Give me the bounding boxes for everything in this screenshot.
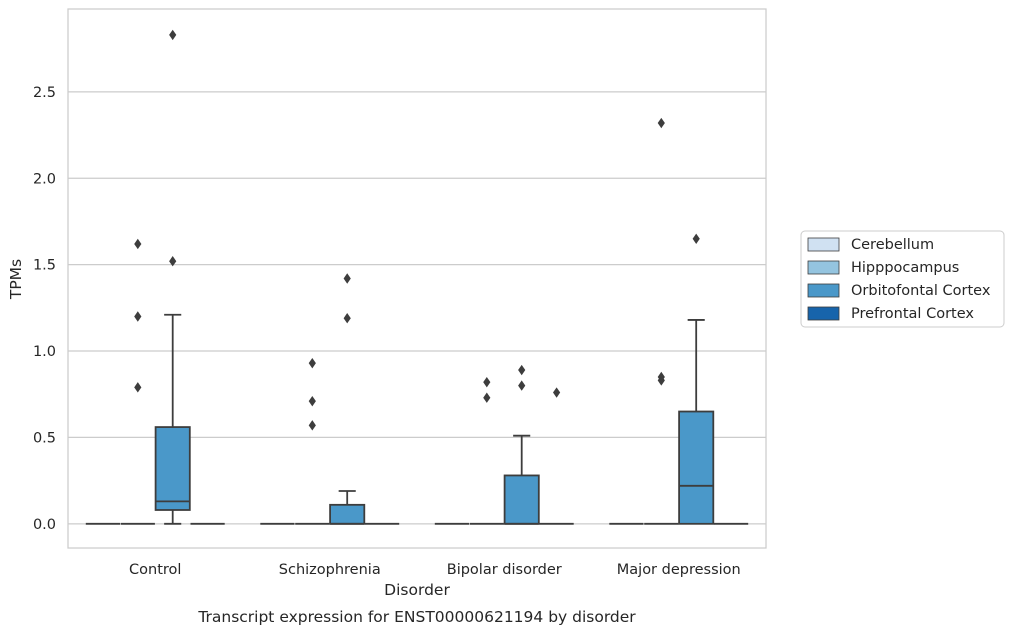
outlier-point [134,238,142,250]
outlier-point [343,313,351,324]
legend-label: Cerebellum [851,237,934,253]
legend-label: Orbitofontal Cortex [851,283,991,299]
box-series [85,29,749,525]
outlier-point [308,395,316,407]
box-group [469,376,504,525]
legend-swatch [807,260,840,275]
outlier-point [169,256,177,267]
box-group [295,357,330,525]
legend-frame [800,230,1005,328]
box-body [678,410,715,525]
outlier-point [308,357,316,369]
y-tick-label: 0.5 [33,430,56,446]
legend-swatch [807,306,840,321]
x-tick-label: Major depression [617,562,741,578]
box-group [154,29,191,525]
y-tick-label: 2.5 [33,85,56,101]
outlier-point [169,29,177,41]
outlier-point [134,382,142,393]
x-tick-label: Bipolar disorder [447,562,562,578]
y-tick-label: 0.0 [33,517,56,533]
outlier-point [483,376,491,388]
y-axis-title: TPMs [7,259,25,300]
legend-label: Prefrontal Cortex [851,306,974,322]
x-axis-title: Disorder [384,581,450,599]
outlier-point [134,311,142,322]
axis-ticks: 0.0 0.5 1.0 1.5 2.0 2.5 Control Schizophrenia Bi… [33,85,741,578]
box-group [329,273,366,525]
y-tick-label: 2.0 [33,171,56,187]
outlier-point [518,380,526,391]
chart-caption: Transcript expression for ENST0000062119… [197,608,636,626]
box-group [503,364,540,525]
outlier-point [553,387,561,398]
y-tick-label: 1.0 [33,344,56,360]
x-tick-label: Control [129,562,181,578]
outlier-point [657,371,665,383]
outlier-point [343,273,351,284]
box-body [503,474,540,525]
outlier-point [692,233,700,244]
box-body [329,503,366,525]
plot-frame [67,8,767,549]
y-tick-label: 1.5 [33,258,56,274]
outlier-point [518,364,526,376]
legend-swatch [807,237,840,252]
legend-label: Hipppocampus [851,260,959,276]
box-group [644,117,679,525]
box-body [154,426,191,511]
box-group [120,238,155,525]
outlier-point [308,420,316,431]
box-group [539,387,574,525]
box-group [678,233,715,525]
legend-swatch [807,283,840,298]
legend: Cerebellum Hipppocampus Orbitofontal Corte… [800,230,1005,328]
x-tick-label: Schizophrenia [279,562,381,578]
outlier-point [483,392,491,403]
outlier-point [657,117,665,129]
